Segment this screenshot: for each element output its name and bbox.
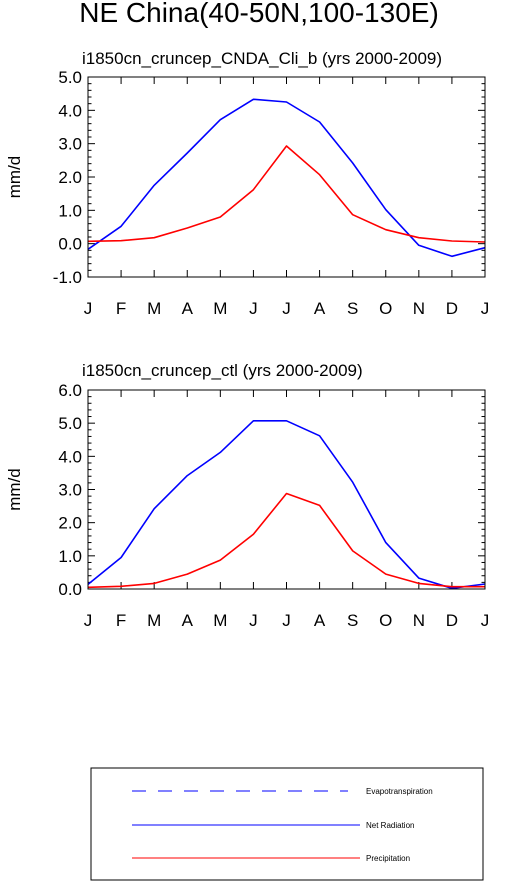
y-tick-label: 0.0 (58, 580, 82, 599)
y-tick-label: 2.0 (58, 168, 82, 187)
x-tick-label: O (379, 299, 392, 318)
x-tick-label: J (282, 299, 291, 318)
y-tick-label: 3.0 (58, 481, 82, 500)
x-tick-label: F (116, 299, 126, 318)
x-tick-label: J (84, 299, 93, 318)
legend-label-net-radiation: Net Radiation (366, 821, 414, 830)
y-tick-label: -1.0 (53, 268, 82, 287)
y-tick-label: 4.0 (58, 101, 82, 120)
x-tick-label: D (446, 611, 458, 630)
y-tick-label: 6.0 (58, 381, 82, 400)
x-tick-label: M (147, 611, 161, 630)
y-axis-label: mm/d (5, 468, 24, 511)
x-tick-label: N (413, 611, 425, 630)
chart-title: i1850cn_cruncep_CNDA_Cli_b (yrs 2000-200… (82, 49, 442, 68)
x-tick-label: A (314, 299, 326, 318)
panel-bottom-chart: i1850cn_cruncep_ctl (yrs 2000-2009) mm/d 0… (5, 361, 489, 630)
y-tick-label: 1.0 (58, 201, 82, 220)
x-tick-label: M (147, 299, 161, 318)
x-tick-label: J (481, 299, 490, 318)
legend-label-precipitation: Precipitation (366, 854, 410, 863)
x-tick-label: N (413, 299, 425, 318)
series-line-net-radiation (87, 419, 486, 590)
legend-box: Evapotranspiration Net Radiation Precipi… (90, 767, 484, 881)
y-tick-label: 5.0 (58, 414, 82, 433)
y-tick-label: 4.0 (58, 447, 82, 466)
y-tick-label: 5.0 (58, 68, 82, 87)
x-tick-label: J (84, 611, 93, 630)
x-tick-label: S (347, 611, 358, 630)
y-tick-label: 2.0 (58, 514, 82, 533)
legend-label-evapotranspiration: Evapotranspiration (366, 787, 433, 796)
plot-frame (87, 389, 486, 590)
panel-top-chart: i1850cn_cruncep_CNDA_Cli_b (yrs 2000-200… (5, 49, 489, 318)
y-axis-label: mm/d (5, 156, 24, 199)
chart-title: i1850cn_cruncep_ctl (yrs 2000-2009) (82, 361, 363, 380)
x-tick-label: A (182, 611, 194, 630)
x-tick-label: O (379, 611, 392, 630)
y-tick-label: 1.0 (58, 547, 82, 566)
y-tick-label: 0.0 (58, 235, 82, 254)
series-line-precipitation (87, 492, 485, 589)
x-tick-label: S (347, 299, 358, 318)
x-tick-label: D (446, 299, 458, 318)
x-tick-label: J (481, 611, 490, 630)
legend-frame (90, 767, 484, 881)
x-tick-label: J (249, 299, 258, 318)
series-line-net-radiation (87, 98, 486, 258)
x-tick-label: F (116, 611, 126, 630)
figure-title: NE China(40-50N,100-130E) (79, 0, 439, 28)
x-tick-label: M (213, 299, 227, 318)
x-tick-label: J (282, 611, 291, 630)
series-line-precipitation (87, 145, 486, 243)
x-tick-label: M (213, 611, 227, 630)
plot-frame (87, 76, 486, 278)
y-tick-label: 3.0 (58, 135, 82, 154)
x-tick-label: J (249, 611, 258, 630)
x-tick-label: A (314, 611, 326, 630)
x-tick-label: A (182, 299, 194, 318)
